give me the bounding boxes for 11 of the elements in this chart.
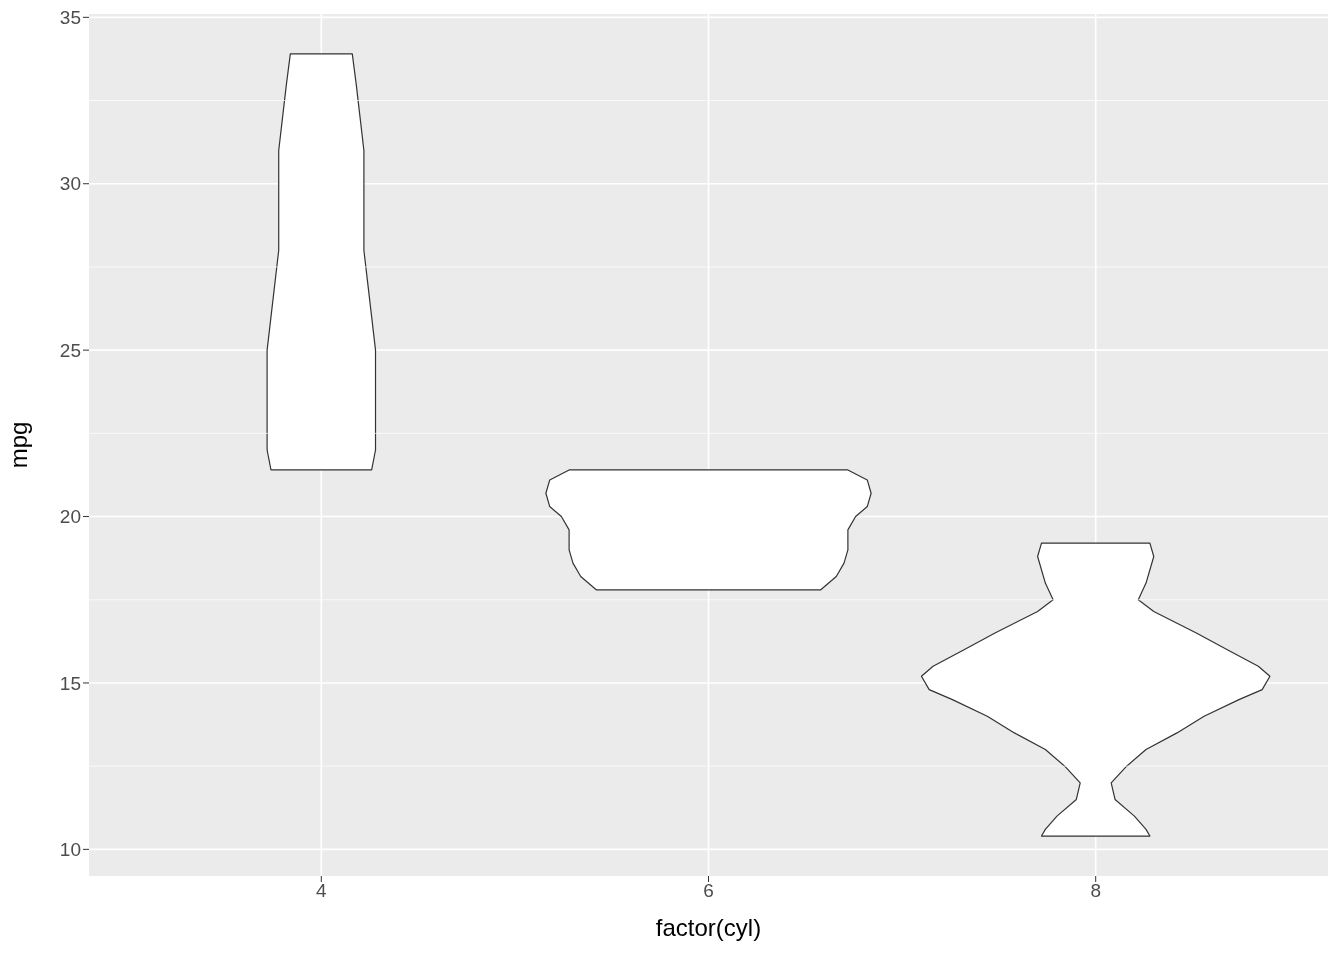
y-tick-label: 15: [59, 672, 81, 694]
y-tick-label: 30: [59, 173, 81, 195]
x-axis-title: factor(cyl): [655, 914, 762, 941]
y-tick-label: 25: [59, 339, 81, 361]
x-tick-label: 6: [703, 880, 714, 902]
y-tick-label: 10: [59, 839, 81, 861]
y-tick-label: 20: [59, 506, 81, 528]
x-tick-label: 4: [316, 880, 328, 902]
y-axis-title: mpg: [4, 421, 32, 469]
x-tick-label: 8: [1090, 880, 1101, 902]
y-tick-label: 35: [59, 7, 81, 29]
